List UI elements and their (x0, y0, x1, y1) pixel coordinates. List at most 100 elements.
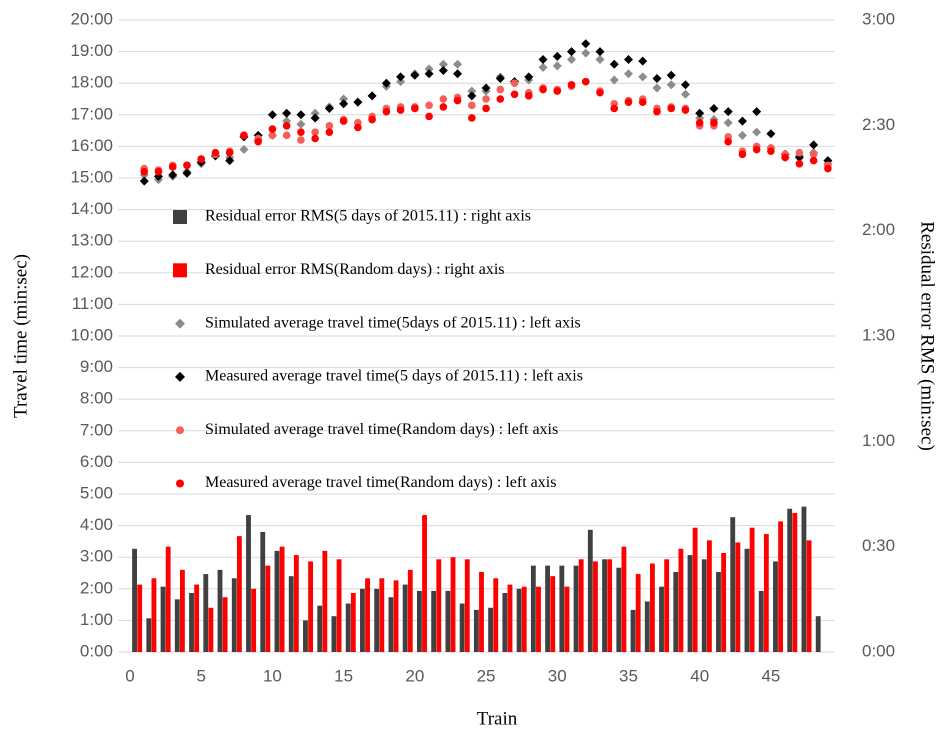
diamond-point (410, 70, 420, 80)
y-tick-label: 14:00 (70, 199, 113, 218)
diamond-point (282, 108, 292, 118)
diamond-point (524, 72, 534, 82)
y-tick-label: 4:00 (80, 515, 113, 534)
circle-point (539, 85, 547, 94)
circle-point (510, 90, 519, 99)
legend-marker (173, 263, 187, 278)
bar (473, 609, 479, 652)
circle-point (197, 155, 206, 163)
bar (416, 590, 422, 652)
bar (692, 527, 698, 652)
circle-point (140, 167, 149, 176)
bar (602, 559, 607, 652)
diamond-point (609, 59, 619, 69)
circle-point (795, 148, 804, 157)
circle-point (610, 104, 619, 113)
bar (721, 552, 727, 652)
bar (521, 586, 527, 652)
x-tick-label: 0 (125, 666, 134, 685)
y-tick-label: 20:00 (70, 9, 113, 28)
diamond-point (310, 113, 320, 123)
circle-point (297, 128, 305, 136)
y-tick-label: 12:00 (70, 262, 113, 281)
bar (815, 616, 821, 652)
circle-point (282, 122, 291, 130)
diamond-point (666, 80, 676, 90)
y2-tick-label: 2:30 (862, 115, 895, 134)
bar (450, 557, 456, 652)
diamond-point (324, 103, 334, 113)
circle-point (453, 96, 462, 105)
diamond-point (424, 64, 434, 74)
circle-point (425, 101, 433, 110)
bar (274, 550, 280, 652)
diamond-point (538, 62, 548, 72)
diamond-point (310, 108, 320, 118)
circle-point (468, 114, 476, 122)
bar (664, 559, 670, 652)
bar (288, 576, 294, 652)
bar (493, 578, 499, 652)
y2-tick-label: 2:00 (862, 220, 895, 239)
bar (744, 548, 750, 652)
circle-point (809, 156, 818, 165)
diamond-point (396, 77, 406, 87)
diamond-point (666, 70, 676, 80)
circle-point (268, 131, 277, 140)
bar (422, 515, 427, 652)
diamond-point (609, 75, 619, 85)
diamond-point (139, 176, 149, 186)
diamond-point (595, 55, 605, 64)
bar (431, 590, 437, 652)
bar (573, 565, 579, 652)
bar (635, 574, 641, 652)
circle-point (311, 134, 319, 143)
circle-point (311, 128, 319, 136)
bar (393, 580, 399, 652)
bar (331, 616, 337, 652)
circle-point (738, 150, 747, 159)
legend-label: Residual error RMS(5 days of 2015.11) : … (205, 208, 531, 225)
y2-tick-label: 3:00 (862, 9, 895, 28)
diamond-point (695, 108, 705, 118)
circle-point (809, 150, 818, 159)
y-tick-label: 1:00 (80, 610, 113, 629)
circle-point (211, 148, 220, 157)
bar (222, 597, 228, 652)
bar (488, 607, 494, 652)
circle-point (781, 153, 789, 162)
bar (659, 586, 664, 652)
diamond-point (567, 55, 577, 64)
bar (621, 546, 627, 652)
diamond-point (453, 69, 463, 79)
bar (194, 584, 200, 652)
diamond-point (239, 145, 249, 155)
bar (402, 584, 408, 652)
bar (536, 586, 541, 652)
x-tick-label: 40 (690, 666, 709, 685)
bar (279, 546, 285, 652)
y-tick-label: 18:00 (70, 73, 113, 92)
y2-tick-label: 1:00 (862, 431, 895, 450)
y-tick-label: 13:00 (70, 231, 113, 250)
bar (436, 559, 442, 652)
diamond-point (652, 83, 662, 93)
bar (559, 565, 565, 652)
diamond-point (467, 86, 477, 96)
diamond-point (367, 91, 377, 101)
bar (649, 563, 655, 652)
diamond-point (424, 69, 434, 79)
bar (407, 569, 413, 652)
bar (792, 512, 798, 652)
diamond-point (638, 72, 648, 82)
circle-point (752, 145, 761, 154)
circle-point (767, 147, 775, 155)
diamond-point (709, 103, 719, 113)
diamond-point (481, 83, 491, 93)
bar (208, 607, 214, 652)
bar (530, 565, 536, 652)
bar (730, 517, 736, 652)
diamond-point (182, 168, 192, 178)
y-tick-label: 2:00 (80, 578, 113, 597)
y2-axis-title: Residual error RMS (min:sec) (917, 221, 938, 451)
